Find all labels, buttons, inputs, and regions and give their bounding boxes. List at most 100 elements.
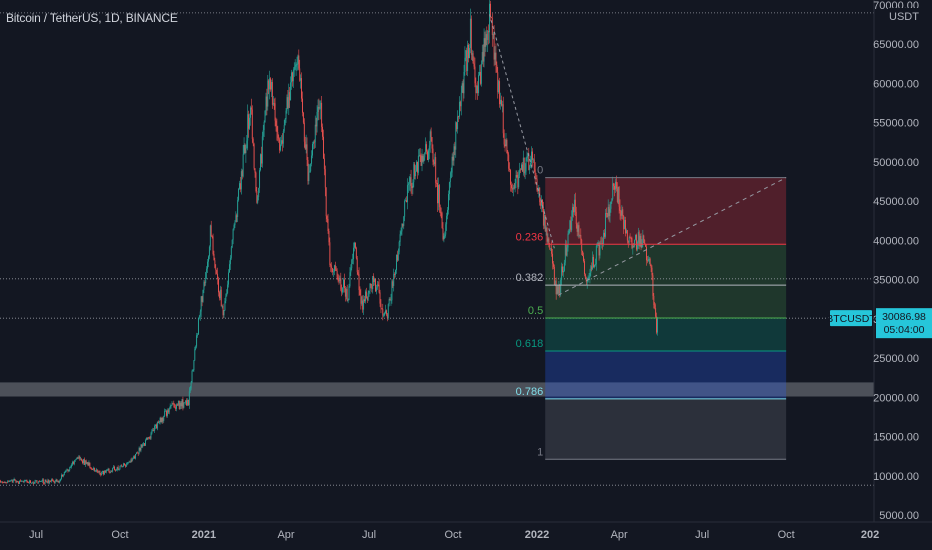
- candle-body: [423, 157, 425, 162]
- candle-body: [610, 201, 612, 209]
- candle-body: [153, 430, 155, 431]
- candle-body: [207, 261, 209, 269]
- candle-body: [509, 168, 511, 171]
- candle-body: [612, 183, 614, 200]
- candle-body: [322, 126, 323, 137]
- candle-body: [168, 408, 170, 413]
- candle-body: [234, 221, 236, 226]
- candle-body: [485, 34, 487, 47]
- candle-body: [514, 183, 516, 189]
- candle-body: [563, 262, 565, 271]
- candle-body: [272, 103, 274, 105]
- candle-body: [519, 169, 521, 175]
- candle-body: [124, 465, 126, 467]
- candle-body: [545, 227, 547, 232]
- candle-body: [290, 82, 292, 101]
- candle-body: [614, 185, 616, 190]
- candle-body: [144, 443, 146, 446]
- candle-body: [538, 187, 540, 192]
- candle-body: [508, 154, 510, 169]
- candle-body: [598, 243, 600, 256]
- candle-body: [11, 480, 13, 483]
- candle-body: [492, 33, 494, 35]
- price-axis[interactable]: 70000.0065000.0060000.0055000.0050000.00…: [873, 0, 920, 522]
- candle-body: [51, 479, 53, 481]
- candle-body: [500, 99, 501, 105]
- candle-body: [421, 155, 423, 166]
- candle-body: [431, 137, 433, 149]
- candle-body: [542, 208, 544, 226]
- candle-body: [385, 310, 387, 315]
- x-tick-label: 2021: [192, 529, 216, 541]
- candle-body: [127, 462, 129, 464]
- time-axis[interactable]: Jul Oct 2021 Apr Jul Oct 2022 Apr Jul Oct 202: [29, 529, 879, 541]
- candle-body: [27, 482, 29, 483]
- candle-body: [647, 258, 649, 262]
- candle-body: [632, 246, 634, 249]
- candle-body: [262, 130, 264, 137]
- candle-body: [500, 99, 502, 106]
- candle-body: [403, 216, 405, 226]
- candle-body: [400, 231, 402, 235]
- candle-body: [376, 284, 378, 288]
- candle-body: [14, 479, 16, 481]
- candle-body: [212, 236, 214, 255]
- candle-body: [111, 470, 113, 472]
- candle-body: [408, 182, 410, 184]
- candle-body: [226, 293, 228, 297]
- candle-body: [291, 72, 292, 83]
- candle-body: [51, 479, 52, 482]
- candle-body: [16, 481, 18, 483]
- candle-body: [649, 258, 651, 265]
- candle-body: [621, 209, 623, 216]
- candle-body: [72, 462, 73, 465]
- candle-body: [114, 466, 115, 470]
- candle-body: [61, 474, 63, 479]
- candle-body: [518, 174, 520, 188]
- candle-body: [516, 175, 518, 178]
- candle-body: [540, 202, 542, 206]
- candle-body: [19, 480, 21, 484]
- candle-body: [83, 459, 85, 465]
- candle-body: [74, 459, 76, 461]
- y-tick-label: 10000.00: [873, 471, 919, 483]
- candle-body: [266, 96, 268, 107]
- candle-body: [68, 469, 70, 471]
- candle-body: [286, 97, 288, 111]
- candle-body: [389, 299, 391, 301]
- candle-body: [67, 469, 69, 471]
- candle-body: [369, 283, 371, 291]
- candle-body: [375, 278, 376, 292]
- candle-body: [50, 481, 52, 483]
- fib-label-0.618: 0.618: [516, 338, 544, 350]
- candle-body: [231, 239, 233, 248]
- candle-body: [213, 254, 215, 261]
- candle-body: [80, 458, 82, 460]
- candle-body: [269, 78, 271, 90]
- candle-body: [170, 405, 172, 407]
- candle-body: [467, 44, 469, 71]
- downtrend-line: [489, 14, 555, 249]
- candle-body: [122, 466, 124, 468]
- candle-body: [390, 300, 392, 302]
- candle-body: [604, 213, 606, 237]
- candle-body: [121, 465, 123, 467]
- candle-body: [444, 234, 446, 237]
- candle-body: [499, 81, 501, 105]
- candle-body: [40, 481, 42, 482]
- candle-body: [592, 256, 594, 269]
- candle-body: [578, 225, 580, 236]
- candle-body: [582, 250, 584, 256]
- candle-body: [274, 103, 276, 121]
- candle-body: [84, 460, 86, 465]
- candle-body: [264, 110, 266, 123]
- candle-body: [644, 239, 646, 244]
- candle-body: [554, 280, 556, 285]
- candle-body: [291, 72, 293, 82]
- candle-body: [483, 38, 485, 62]
- candle-body: [353, 247, 355, 260]
- candle-body: [406, 200, 407, 203]
- candle-body: [302, 112, 304, 123]
- candle-body: [31, 482, 33, 484]
